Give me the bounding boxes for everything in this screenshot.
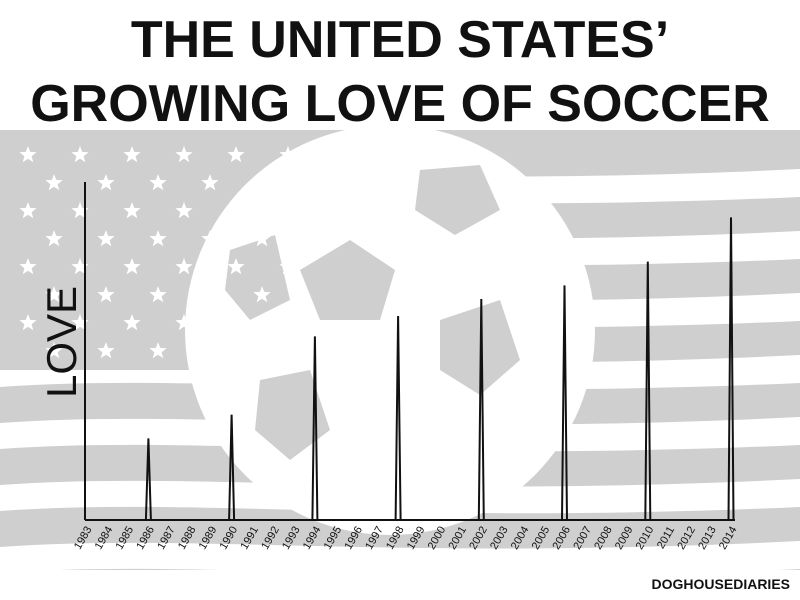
flag-star	[279, 202, 297, 219]
flag-star	[97, 342, 115, 359]
flag-star	[175, 314, 193, 331]
flag-star	[149, 286, 167, 303]
flag-star	[149, 342, 167, 359]
flag-star	[45, 230, 63, 247]
flag-star	[123, 258, 141, 275]
flag-star	[175, 202, 193, 219]
flag-star	[279, 314, 297, 331]
flag-star	[123, 202, 141, 219]
series-line	[86, 217, 735, 521]
ball-patch	[225, 235, 290, 320]
y-axis-label: LOVE	[38, 286, 85, 398]
flag-star	[71, 146, 89, 163]
flag-star	[227, 202, 245, 219]
flag-star	[201, 230, 219, 247]
soccer-ball-silhouette	[185, 125, 595, 535]
flag-star	[19, 314, 37, 331]
title-line-1: THE UNITED STATES’	[130, 11, 670, 69]
flag-star	[97, 286, 115, 303]
flag-stars	[19, 146, 297, 359]
flag-star	[71, 202, 89, 219]
flag-star	[19, 146, 37, 163]
flag-star	[97, 230, 115, 247]
flag-star	[201, 174, 219, 191]
flag-star	[175, 258, 193, 275]
flag-star	[123, 146, 141, 163]
flag-star	[45, 286, 63, 303]
flag-star	[45, 174, 63, 191]
flag-star	[253, 342, 271, 359]
flag-star	[19, 202, 37, 219]
flag-star	[175, 146, 193, 163]
flag-star	[279, 146, 297, 163]
ball-patch	[415, 165, 500, 235]
flag-star	[253, 286, 271, 303]
flag-star	[253, 230, 271, 247]
flag-star	[19, 258, 37, 275]
flag-star	[149, 174, 167, 191]
ball-patch	[300, 240, 395, 320]
ball-patch	[255, 370, 330, 460]
flag-stripe	[0, 541, 800, 576]
flag-star	[123, 314, 141, 331]
ball-circle	[185, 125, 595, 535]
flag-star	[227, 258, 245, 275]
flag-star	[253, 174, 271, 191]
flag-star	[279, 258, 297, 275]
flag-star	[149, 230, 167, 247]
flag-star	[45, 342, 63, 359]
flag-star	[201, 286, 219, 303]
credit-label: DOGHOUSEDIARIES	[651, 576, 790, 592]
title-line-2: GROWING LOVE OF SOCCER	[30, 75, 770, 133]
flag-star	[71, 314, 89, 331]
flag-star	[227, 146, 245, 163]
flag-star	[71, 258, 89, 275]
flag-star	[227, 314, 245, 331]
flag-star	[97, 174, 115, 191]
flag-star	[201, 342, 219, 359]
